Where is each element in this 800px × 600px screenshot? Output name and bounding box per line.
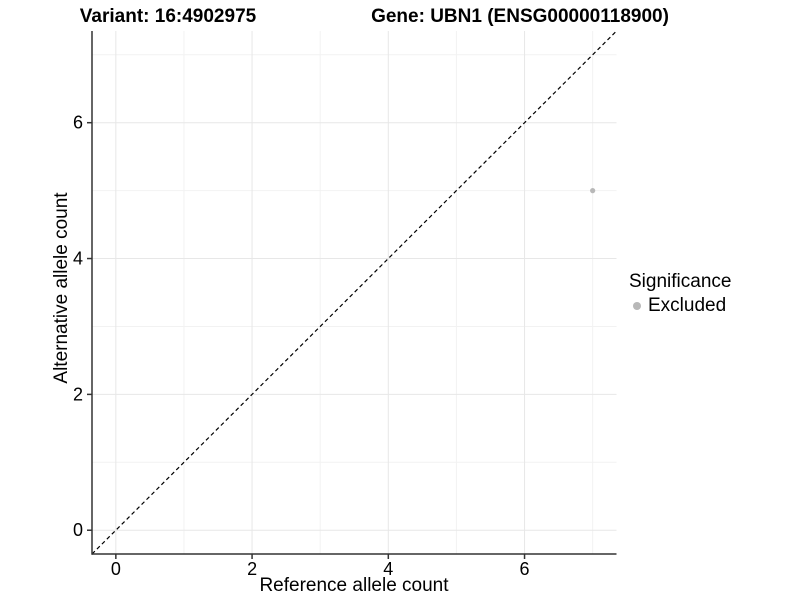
identity-dashed-line: [91, 30, 617, 555]
legend-key-dot-icon: [633, 302, 641, 310]
data-point: [590, 188, 596, 194]
x-tick-label: 0: [111, 559, 121, 579]
y-tick-label: 4: [73, 249, 83, 269]
legend-title: Significance: [629, 271, 732, 292]
gene-title: Gene: UBN1 (ENSG00000118900): [371, 6, 669, 27]
y-axis-title: Alternative allele count: [51, 192, 72, 384]
y-tick-label: 0: [73, 520, 83, 540]
x-tick-label: 2: [247, 559, 257, 579]
legend-entry-label: Excluded: [648, 295, 727, 316]
legend: Significance Excluded: [629, 271, 731, 317]
y-tick-label: 2: [73, 384, 83, 404]
legend-entry-excluded: Excluded: [629, 295, 731, 317]
x-tick-label: 4: [383, 559, 393, 579]
x-tick-label: 6: [520, 559, 530, 579]
variant-title: Variant: 16:4902975: [79, 6, 257, 27]
y-tick-label: 6: [73, 113, 83, 133]
x-axis-title: Reference allele count: [259, 575, 449, 596]
